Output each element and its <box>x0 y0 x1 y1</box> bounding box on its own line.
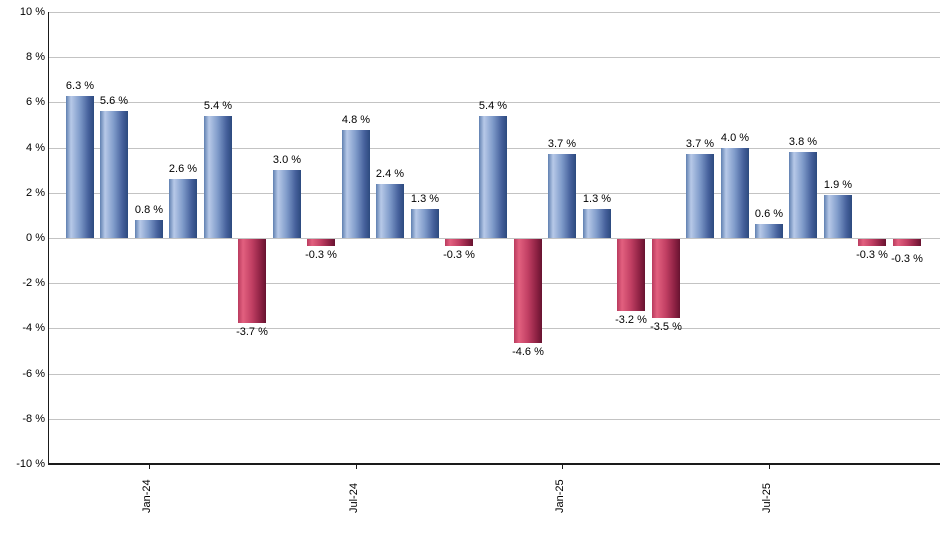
bar-value-label: 1.3 % <box>582 193 612 205</box>
negative-bar <box>445 239 473 246</box>
y-tick-label: -2 % <box>22 277 45 289</box>
gridline--4 <box>48 328 940 329</box>
y-tick-label: -6 % <box>22 368 45 380</box>
y-tick-label: 10 % <box>19 6 45 18</box>
bar-value-label: -0.3 % <box>305 249 337 261</box>
bar-value-label: 6.3 % <box>65 80 95 92</box>
x-tick-mark <box>562 464 563 469</box>
bar-value-label: 1.3 % <box>410 193 440 205</box>
x-tick-mark <box>356 464 357 469</box>
negative-bar <box>514 239 542 343</box>
positive-bar <box>721 148 749 238</box>
bar-value-label: 3.8 % <box>788 136 818 148</box>
bar-value-label: 5.4 % <box>203 100 233 112</box>
x-tick-label: Jan-24 <box>141 479 153 513</box>
x-tick-mark <box>769 464 770 469</box>
bar-value-label: 0.6 % <box>754 208 784 220</box>
positive-bar <box>789 152 817 238</box>
bar-value-label: -4.6 % <box>512 346 544 358</box>
bar-value-label: 2.4 % <box>375 168 405 180</box>
y-tick-label: -10 % <box>16 458 45 470</box>
gridline-6 <box>48 102 940 103</box>
bar-value-label: -0.3 % <box>443 249 475 261</box>
negative-bar <box>858 239 886 246</box>
gridline-10 <box>48 12 940 13</box>
bar-value-label: 4.0 % <box>720 132 750 144</box>
positive-bar <box>479 116 507 238</box>
y-tick-label: 6 % <box>26 96 45 108</box>
negative-bar <box>893 239 921 246</box>
gridline--8 <box>48 419 940 420</box>
y-tick-label: 8 % <box>26 51 45 63</box>
bar-value-label: -0.3 % <box>891 253 923 265</box>
negative-bar <box>617 239 645 311</box>
gridline-0 <box>48 238 940 239</box>
bar-value-label: 3.7 % <box>547 138 577 150</box>
positive-bar <box>169 179 197 238</box>
bar-value-label: -3.5 % <box>650 321 682 333</box>
y-axis-line <box>48 12 49 464</box>
negative-bar <box>238 239 266 323</box>
positive-bar <box>204 116 232 238</box>
y-tick-label: -8 % <box>22 413 45 425</box>
positive-bar <box>755 224 783 238</box>
positive-bar <box>100 111 128 238</box>
bar-value-label: -0.3 % <box>856 249 888 261</box>
bar-value-label: 4.8 % <box>341 114 371 126</box>
bar-value-label: 3.0 % <box>272 154 302 166</box>
gridline--6 <box>48 374 940 375</box>
negative-bar <box>307 239 335 246</box>
positive-bar <box>583 209 611 238</box>
positive-bar <box>686 154 714 238</box>
positive-bar <box>342 130 370 238</box>
y-tick-label: -4 % <box>22 322 45 334</box>
bar-value-label: 0.8 % <box>134 204 164 216</box>
bar-value-label: 5.6 % <box>99 95 129 107</box>
gridline--2 <box>48 283 940 284</box>
bar-value-label: 1.9 % <box>823 179 853 191</box>
bar-value-label: -3.7 % <box>236 326 268 338</box>
x-tick-label: Jul-25 <box>761 483 773 513</box>
bar-value-label: -3.2 % <box>615 314 647 326</box>
y-tick-label: 0 % <box>26 232 45 244</box>
bar-value-label: 3.7 % <box>685 138 715 150</box>
positive-bar <box>135 220 163 238</box>
positive-bar <box>273 170 301 238</box>
x-axis-line <box>48 463 940 465</box>
bar-value-label: 5.4 % <box>478 100 508 112</box>
positive-bar <box>824 195 852 238</box>
positive-bar <box>376 184 404 238</box>
y-tick-label: 4 % <box>26 142 45 154</box>
y-tick-label: 2 % <box>26 187 45 199</box>
positive-bar <box>411 209 439 238</box>
bar-value-label: 2.6 % <box>168 163 198 175</box>
negative-bar <box>652 239 680 318</box>
x-tick-label: Jan-25 <box>554 479 566 513</box>
positive-bar <box>548 154 576 238</box>
x-tick-mark <box>149 464 150 469</box>
x-tick-label: Jul-24 <box>348 483 360 513</box>
gridline-8 <box>48 57 940 58</box>
positive-bar <box>66 96 94 238</box>
